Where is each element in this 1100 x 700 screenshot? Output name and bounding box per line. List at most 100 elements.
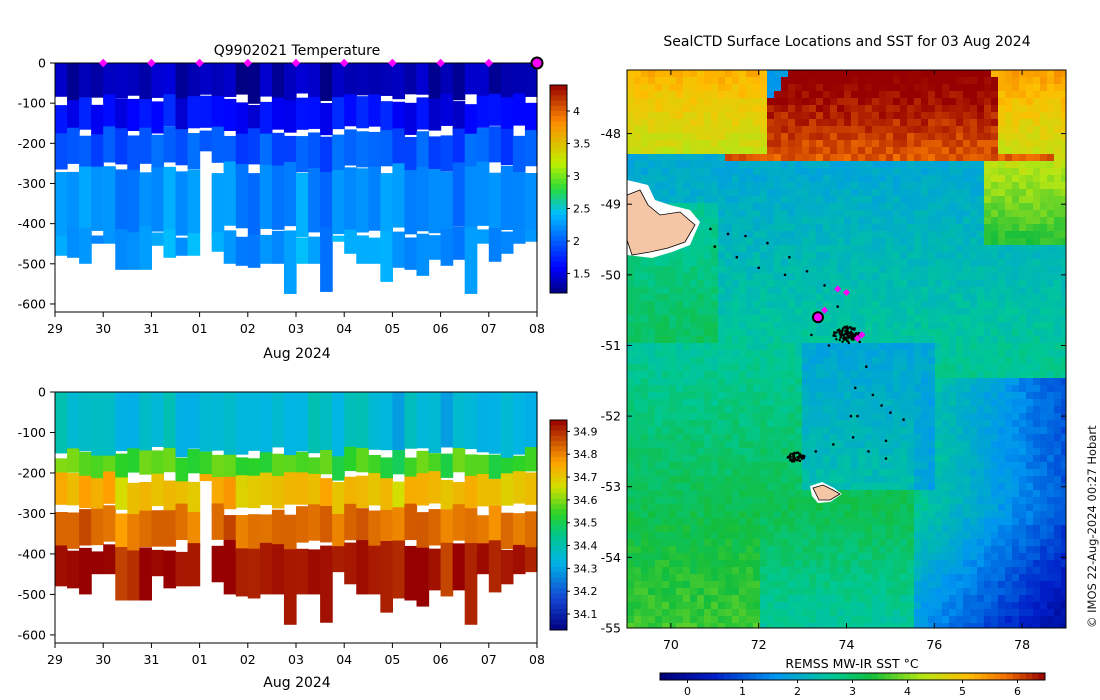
- sst-pixel: [837, 273, 845, 281]
- sst-pixel: [858, 595, 866, 603]
- sst-pixel: [753, 126, 761, 134]
- sst-pixel: [634, 301, 642, 309]
- sst-pixel: [795, 322, 803, 330]
- sst-pixel: [739, 490, 747, 498]
- sst-pixel: [746, 231, 754, 239]
- x-tick-label: 31: [143, 652, 159, 667]
- sst-pixel: [921, 301, 929, 309]
- sst-pixel: [991, 371, 999, 379]
- sst-pixel: [732, 609, 740, 617]
- sst-pixel: [991, 189, 999, 197]
- sst-pixel: [837, 343, 845, 351]
- sst-pixel: [816, 455, 824, 463]
- sst-pixel: [991, 175, 999, 183]
- sst-pixel: [900, 259, 908, 267]
- sst-pixel: [774, 336, 782, 344]
- sst-pixel: [844, 343, 852, 351]
- sst-pixel: [781, 602, 789, 610]
- sst-pixel: [977, 434, 985, 442]
- sst-pixel: [844, 525, 852, 533]
- sst-pixel: [627, 168, 635, 176]
- sst-pixel: [690, 469, 698, 477]
- sst-pixel: [725, 210, 733, 218]
- sst-pixel: [788, 329, 796, 337]
- sst-pixel: [914, 455, 922, 463]
- sst-pixel: [984, 525, 992, 533]
- sst-pixel: [907, 371, 915, 379]
- sst-pixel: [718, 147, 726, 155]
- profile-cell: [404, 545, 418, 601]
- sst-pixel: [823, 378, 831, 386]
- sst-pixel: [956, 483, 964, 491]
- sst-pixel: [851, 336, 859, 344]
- sst-pixel: [998, 224, 1006, 232]
- sst-pixel: [746, 539, 754, 547]
- sst-pixel: [669, 462, 677, 470]
- sst-pixel: [732, 133, 740, 141]
- sst-pixel: [858, 98, 866, 106]
- sst-pixel: [746, 609, 754, 617]
- sst-pixel: [1005, 574, 1013, 582]
- sst-pixel: [634, 147, 642, 155]
- sst-pixel: [669, 126, 677, 134]
- sst-pixel: [802, 441, 810, 449]
- sst-pixel: [753, 553, 761, 561]
- x-tick-label: 29: [47, 321, 63, 336]
- sst-pixel: [711, 133, 719, 141]
- sst-pixel: [676, 511, 684, 519]
- sst-pixel: [669, 70, 677, 78]
- sst-pixel: [697, 441, 705, 449]
- profile-cell: [524, 472, 538, 505]
- sst-pixel: [886, 252, 894, 260]
- sst-pixel: [998, 252, 1006, 260]
- sst-pixel: [788, 427, 796, 435]
- sst-pixel: [690, 420, 698, 428]
- sst-pixel: [732, 595, 740, 603]
- sst-pixel: [739, 371, 747, 379]
- sst-pixel: [781, 581, 789, 589]
- sst-pixel: [830, 147, 838, 155]
- sst-pixel: [753, 483, 761, 491]
- sst-pixel: [795, 252, 803, 260]
- sst-pixel: [970, 462, 978, 470]
- sst-pixel: [634, 469, 642, 477]
- sst-pixel: [767, 217, 775, 225]
- sst-pixel: [893, 175, 901, 183]
- sst-pixel: [760, 539, 768, 547]
- sst-pixel: [970, 154, 978, 162]
- sst-pixel: [949, 546, 957, 554]
- sst-pixel: [921, 588, 929, 596]
- sst-pixel: [655, 189, 663, 197]
- sst-pixel: [732, 413, 740, 421]
- sst-pixel: [851, 483, 859, 491]
- y-tick-label: 0: [38, 56, 46, 71]
- sst-pixel: [844, 623, 852, 628]
- sst-pixel: [781, 532, 789, 540]
- sst-pixel: [879, 434, 887, 442]
- sst-pixel: [627, 581, 635, 589]
- sst-pixel: [662, 308, 670, 316]
- profile-cell: [332, 235, 345, 242]
- sst-pixel: [928, 105, 936, 113]
- sst-pixel: [718, 322, 726, 330]
- sst-pixel: [739, 434, 747, 442]
- profile-cell: [187, 481, 201, 515]
- sst-pixel: [928, 574, 936, 582]
- sst-pixel: [970, 91, 978, 99]
- sst-pixel: [774, 420, 782, 428]
- sst-pixel: [830, 175, 838, 183]
- sst-pixel: [662, 364, 670, 372]
- profile-cell: [392, 101, 406, 134]
- sst-pixel: [970, 105, 978, 113]
- sst-pixel: [683, 196, 691, 204]
- sst-pixel: [774, 189, 782, 197]
- sst-pixel: [872, 553, 880, 561]
- sst-pixel: [767, 546, 775, 554]
- sst-pixel: [655, 182, 663, 190]
- sst-pixel: [711, 189, 719, 197]
- sst-pixel: [907, 203, 915, 211]
- sst-pixel: [872, 595, 880, 603]
- sst-pixel: [809, 168, 817, 176]
- sst-pixel: [711, 427, 719, 435]
- sst-pixel: [1005, 525, 1013, 533]
